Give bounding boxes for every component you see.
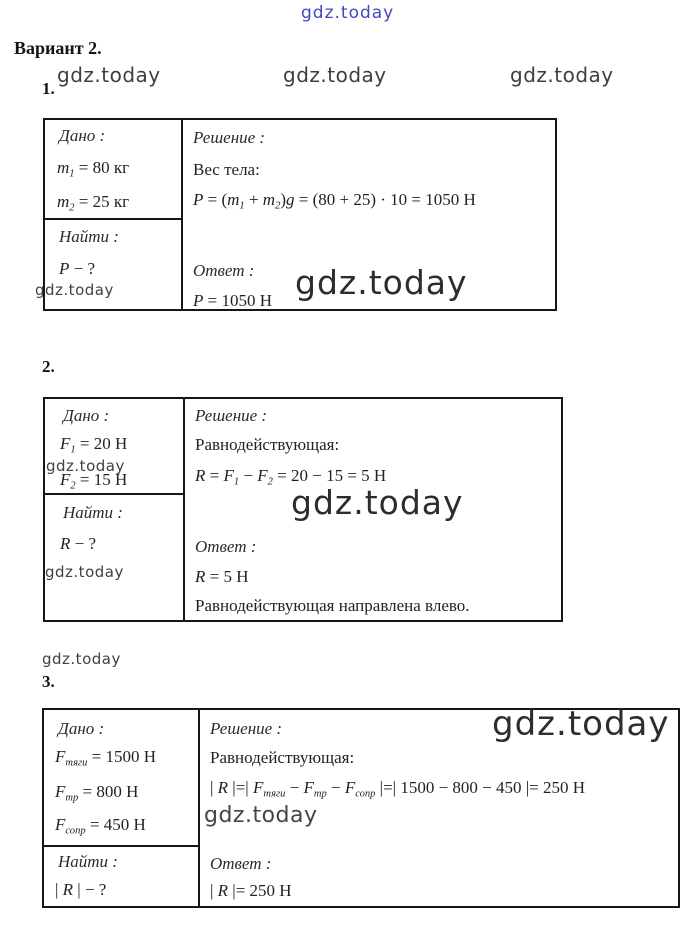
solution-label: Решение : — [195, 406, 268, 425]
watermark: gdz.today — [295, 263, 468, 302]
find-line: | R | − ? — [55, 880, 107, 899]
column-divider — [183, 399, 185, 620]
given-line: F2 = 15 Н — [60, 470, 128, 492]
watermark: gdz.today — [204, 803, 318, 828]
given-label: Дано : — [63, 406, 110, 425]
watermark: gdz.today — [35, 281, 114, 299]
problem-table-3: Дано : Fтяги = 1500 Н Fтр = 800 Н Fсопр … — [42, 704, 680, 908]
find-line: P − ? — [59, 259, 96, 278]
given-line: F1 = 20 Н — [60, 434, 128, 456]
note-line: Равнодействующая направлена влево. — [195, 596, 470, 615]
given-find-divider — [44, 845, 198, 847]
solution-heading: Равнодействующая: — [195, 435, 340, 454]
solution-label: Решение : — [210, 719, 283, 738]
find-line: R − ? — [60, 534, 97, 553]
given-line: Fсопр = 450 Н — [55, 815, 146, 837]
given-line: Fтяги = 1500 Н — [55, 747, 157, 769]
find-label: Найти : — [63, 503, 123, 522]
answer-line: R = 5 Н — [195, 567, 249, 586]
watermark: gdz.today — [45, 563, 124, 581]
given-line: m1 = 80 кг — [57, 158, 130, 180]
problem-table-1: Дано : m1 = 80 кг m2 = 25 кг Найти : P −… — [35, 118, 557, 311]
watermark: gdz.today — [57, 63, 161, 87]
watermark: gdz.today — [510, 63, 614, 87]
watermark: gdz.today — [283, 63, 387, 87]
page-title: Вариант 2. — [14, 38, 102, 58]
answer-label: Ответ : — [193, 261, 255, 280]
given-find-divider — [45, 218, 181, 220]
solution-heading: Равнодействующая: — [210, 748, 355, 767]
formula-line: | R |=| Fтяги − Fтр − Fсопр |=| 1500 − 8… — [210, 778, 586, 800]
watermark-top: gdz.today — [301, 3, 395, 23]
column-divider — [198, 710, 200, 906]
problem-number: 3. — [42, 672, 55, 691]
watermark: gdz.today — [492, 704, 670, 744]
given-line: m2 = 25 кг — [57, 192, 130, 214]
answer-line: | R |= 250 Н — [210, 881, 292, 900]
watermark: gdz.today — [42, 650, 121, 668]
solution-label: Решение : — [193, 128, 266, 147]
given-line: Fтр = 800 Н — [55, 782, 139, 804]
answer-line: P = 1050 Н — [193, 291, 273, 310]
problem-table-2: Дано : F1 = 20 Н gdz.today F2 = 15 Н Най… — [43, 397, 563, 622]
column-divider — [181, 120, 183, 309]
given-label: Дано : — [59, 126, 106, 145]
solution-heading: Вес тела: — [193, 160, 260, 179]
given-find-divider — [45, 493, 183, 495]
problem-number: 2. — [42, 357, 55, 376]
answer-label: Ответ : — [195, 537, 257, 556]
answer-label: Ответ : — [210, 854, 272, 873]
watermark: gdz.today — [291, 483, 464, 522]
given-label: Дано : — [58, 719, 105, 738]
watermark: gdz.today — [46, 457, 125, 475]
find-label: Найти : — [58, 852, 118, 871]
formula-line: R = F1 − F2 = 20 − 15 = 5 Н — [195, 466, 387, 488]
find-label: Найти : — [59, 227, 119, 246]
problem-number: 1. — [42, 79, 55, 98]
formula-line: P = (m1 + m2)g = (80 + 25) · 10 = 1050 Н — [193, 190, 476, 212]
